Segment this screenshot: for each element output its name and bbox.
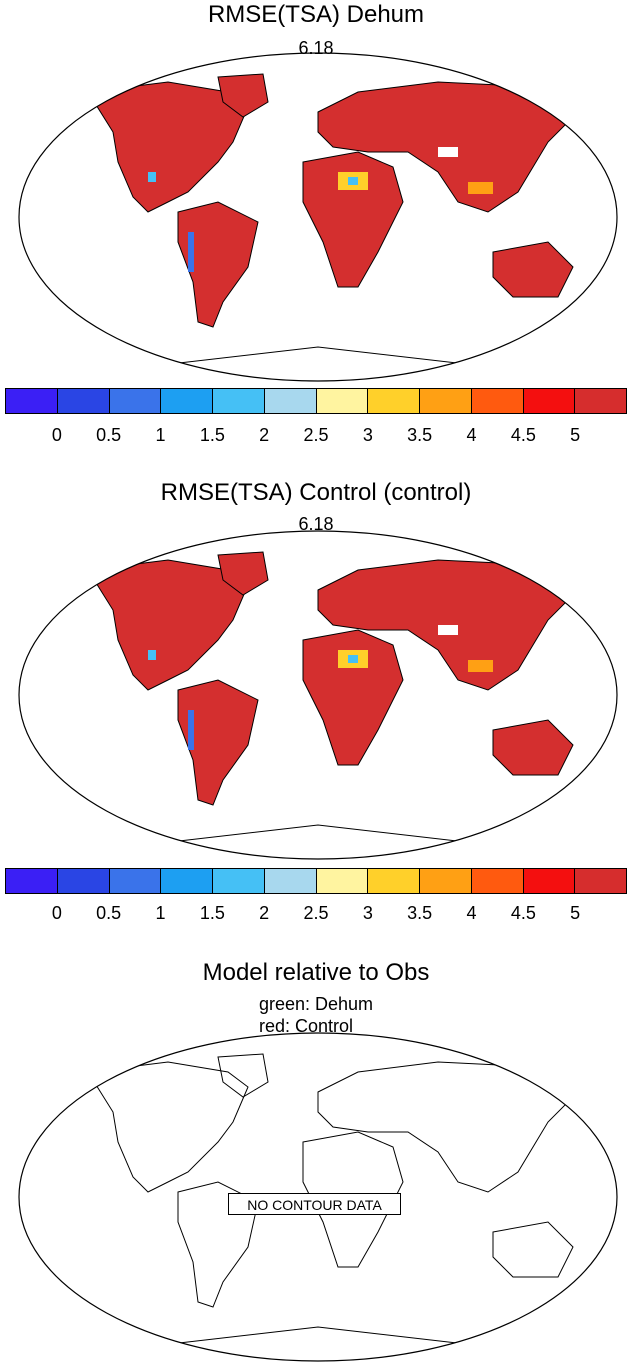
color-swatch xyxy=(522,868,576,894)
color-swatch xyxy=(56,868,110,894)
tick-label: 2 xyxy=(259,425,270,445)
tick-label: 0.5 xyxy=(96,425,122,445)
colorbar-2 xyxy=(5,868,627,894)
tick-label: 1.5 xyxy=(199,903,225,923)
color-swatch xyxy=(56,388,110,414)
color-swatch xyxy=(522,388,576,414)
color-swatch xyxy=(263,868,317,894)
color-swatch xyxy=(419,868,472,894)
tick-label: 2.5 xyxy=(303,425,329,445)
color-swatch xyxy=(367,388,420,414)
tick-label: 5 xyxy=(570,425,581,445)
tick-label: 4 xyxy=(466,425,477,445)
color-swatch xyxy=(367,868,420,894)
map-panel-3 xyxy=(18,1032,618,1362)
continents-filled xyxy=(87,551,579,859)
globe-outline xyxy=(18,530,618,860)
panel-2-title: RMSE(TSA) Control (control) xyxy=(160,479,472,506)
color-swatch xyxy=(574,868,627,894)
colorbar-1-ticks: 0 0.5 1 1.5 2 2.5 3 3.5 4 4.5 5 xyxy=(5,424,627,446)
tick-label: 3 xyxy=(362,903,373,923)
color-swatch xyxy=(5,388,58,414)
color-swatch xyxy=(5,868,58,894)
tick-label: 0 xyxy=(51,903,62,923)
tick-label: 4.5 xyxy=(510,903,536,923)
color-swatch xyxy=(160,388,213,414)
colorbar-1 xyxy=(5,388,627,414)
panel-3-title: Model relative to Obs xyxy=(202,959,430,986)
tick-label: 2 xyxy=(259,903,270,923)
color-swatch xyxy=(160,868,213,894)
colorbar-2-ticks: 0 0.5 1 1.5 2 2.5 3 3.5 4 4.5 5 xyxy=(5,902,627,924)
tick-label: 5 xyxy=(570,903,581,923)
no-contour-data-label: NO CONTOUR DATA xyxy=(228,1193,401,1215)
legend-red: red: Control xyxy=(258,1016,354,1036)
color-swatch xyxy=(419,388,472,414)
panel-1-title: RMSE(TSA) Dehum xyxy=(207,1,425,28)
tick-label: 4.5 xyxy=(510,425,536,445)
tick-label: 3 xyxy=(362,425,373,445)
color-swatch xyxy=(108,868,162,894)
color-swatch xyxy=(315,868,369,894)
map-panel-2 xyxy=(18,530,618,860)
legend-green: green: Dehum xyxy=(258,994,374,1014)
color-swatch xyxy=(212,388,265,414)
tick-label: 0 xyxy=(51,425,62,445)
color-swatch xyxy=(315,388,369,414)
tick-label: 2.5 xyxy=(303,903,329,923)
globe-outline xyxy=(18,52,618,382)
map-panel-1 xyxy=(18,52,618,382)
color-swatch xyxy=(470,388,524,414)
continents-filled xyxy=(87,73,579,381)
panel-2-value: 6.18 xyxy=(298,514,334,534)
tick-label: 3.5 xyxy=(407,903,433,923)
continent-outlines xyxy=(87,1053,579,1351)
color-swatch xyxy=(470,868,524,894)
tick-label: 1 xyxy=(155,903,166,923)
color-swatch xyxy=(212,868,265,894)
color-swatch xyxy=(108,388,162,414)
color-swatch xyxy=(263,388,317,414)
globe-outline xyxy=(18,1032,618,1362)
tick-label: 3.5 xyxy=(407,425,433,445)
tick-label: 1 xyxy=(155,425,166,445)
tick-label: 1.5 xyxy=(199,425,225,445)
tick-label: 4 xyxy=(466,903,477,923)
color-swatch xyxy=(574,388,627,414)
tick-label: 0.5 xyxy=(96,903,122,923)
